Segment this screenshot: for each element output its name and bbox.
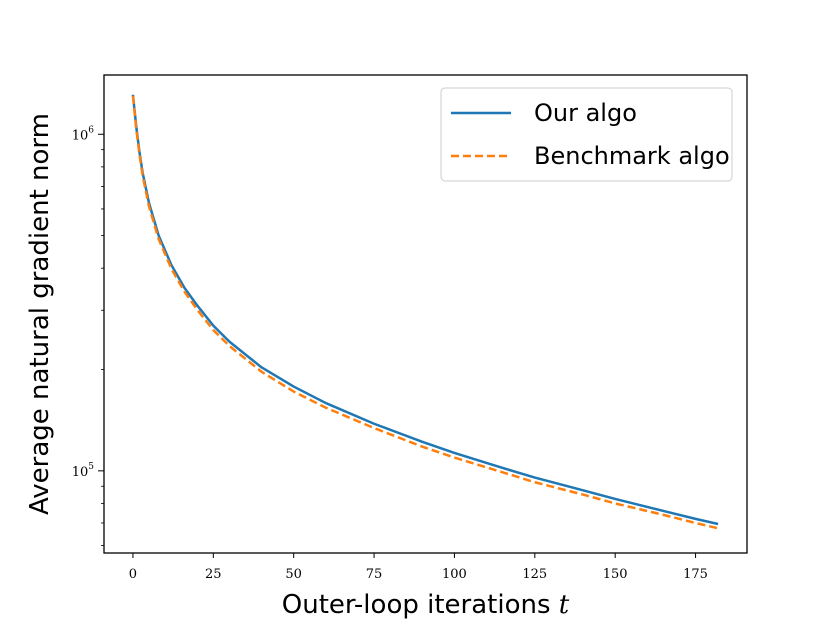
x-axis-label-variable: t <box>559 590 570 620</box>
x-tick-label: 175 <box>683 567 708 582</box>
x-tick-label: 50 <box>285 567 302 582</box>
series-line-2 <box>131 95 719 530</box>
x-axis-label-text: Outer-loop iterations <box>282 590 559 620</box>
x-tick-label: 150 <box>603 567 628 582</box>
legend-label-2: Benchmark algo <box>534 142 730 170</box>
x-axis-label: Outer-loop iterations t <box>282 590 570 620</box>
x-tick-label: 25 <box>205 567 222 582</box>
plot-frame <box>103 74 748 554</box>
legend-label-1: Our algo <box>534 99 637 127</box>
y-tick-label: 105 <box>72 462 95 480</box>
y-axis-ticks: 105 106 <box>72 125 104 546</box>
x-tick-label: 0 <box>129 567 137 582</box>
x-tick-label: 75 <box>366 567 383 582</box>
legend-frame <box>440 87 733 182</box>
x-tick-label: 125 <box>522 567 547 582</box>
y-tick-label: 106 <box>72 125 95 143</box>
y-axis-label: Average natural gradient norm <box>25 113 55 515</box>
legend: Our algo Benchmark algo <box>440 87 733 182</box>
x-axis-ticks: 0 25 50 75 100 125 150 175 <box>129 553 708 582</box>
x-tick-label: 100 <box>442 567 467 582</box>
plot-marks <box>131 94 719 530</box>
